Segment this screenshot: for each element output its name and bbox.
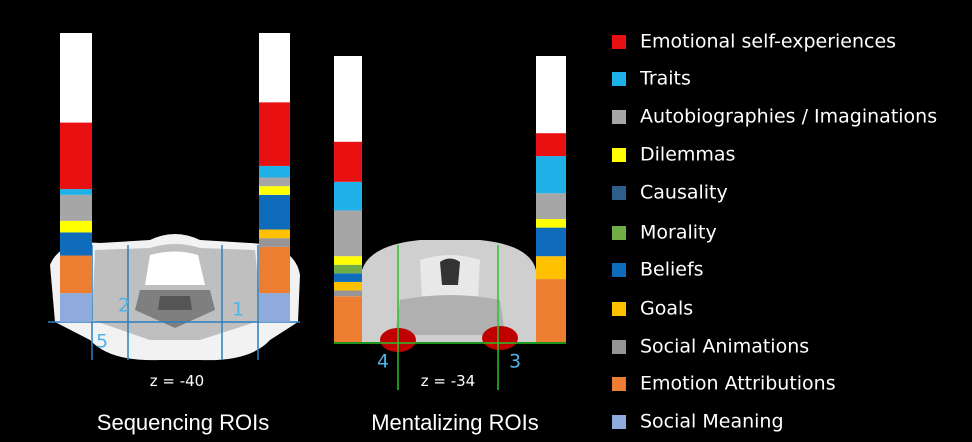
panel-caption: Sequencing ROIs (97, 410, 269, 435)
bars (60, 33, 566, 342)
bar-segment (334, 290, 362, 297)
bar-segment (259, 102, 290, 166)
bar-segment (334, 273, 362, 282)
legend-label: Social Meaning (640, 411, 784, 433)
bar-segment (259, 165, 290, 178)
legend: Emotional self-experiences Traits Autobiog… (612, 31, 937, 433)
legend-label: Goals (640, 298, 693, 320)
legend-label: Causality (640, 182, 728, 204)
bar-segment (60, 293, 92, 322)
legend-label: Emotion Attributions (640, 373, 836, 395)
mentalizing-slice (334, 240, 566, 390)
bar-segment (60, 232, 92, 256)
legend-swatch (612, 110, 626, 124)
legend-label: Beliefs (640, 259, 704, 281)
roi-label: 2 (118, 295, 130, 317)
bar-segment (334, 141, 362, 182)
bar-segment (334, 181, 362, 211)
legend-swatch (612, 263, 626, 277)
bar-segment (536, 133, 566, 157)
bar-segment (259, 177, 290, 187)
bar-segment (259, 186, 290, 195)
legend-label: Dilemmas (640, 144, 735, 166)
legend-label: Morality (640, 222, 717, 244)
bar-segment (536, 227, 566, 257)
bar-segment (536, 193, 566, 220)
legend-swatch (612, 340, 626, 354)
slice-label: z = -34 (421, 372, 475, 390)
legend-swatch (612, 186, 626, 200)
bar-segment (334, 296, 362, 342)
bar-segment (536, 156, 566, 194)
bar-segment (334, 264, 362, 274)
bar-segment (536, 256, 566, 280)
legend-swatch (612, 148, 626, 162)
bar-segment (60, 194, 92, 221)
bar-segment (60, 189, 92, 195)
bar-segment (259, 229, 290, 239)
roi-label: 5 (96, 331, 108, 353)
legend-label: Autobiographies / Imaginations (640, 106, 937, 128)
roi-label: 4 (377, 351, 389, 373)
legend-swatch (612, 35, 626, 49)
legend-label: Emotional self-experiences (640, 31, 896, 53)
roi-label: 1 (232, 299, 244, 321)
bar-segment (334, 281, 362, 291)
bar-segment (334, 210, 362, 257)
roi-label: 3 (509, 351, 521, 373)
legend-swatch (612, 302, 626, 316)
legend-label: Social Animations (640, 336, 809, 358)
bar-segment (259, 293, 290, 322)
bar-segment (259, 246, 290, 294)
bar-segment (60, 255, 92, 294)
legend-swatch (612, 377, 626, 391)
bar-segment (536, 219, 566, 228)
bar-segment (60, 220, 92, 233)
legend-label: Traits (639, 68, 691, 90)
legend-swatch (612, 415, 626, 429)
panel-caption: Mentalizing ROIs (371, 410, 539, 435)
bar-segment (259, 194, 290, 230)
bar-segment (334, 256, 362, 265)
bar-segment (60, 122, 92, 190)
slice-label: z = -40 (150, 372, 204, 390)
bar-segment (536, 279, 566, 342)
legend-swatch (612, 226, 626, 240)
bar-segment (259, 238, 290, 247)
legend-swatch (612, 72, 626, 86)
